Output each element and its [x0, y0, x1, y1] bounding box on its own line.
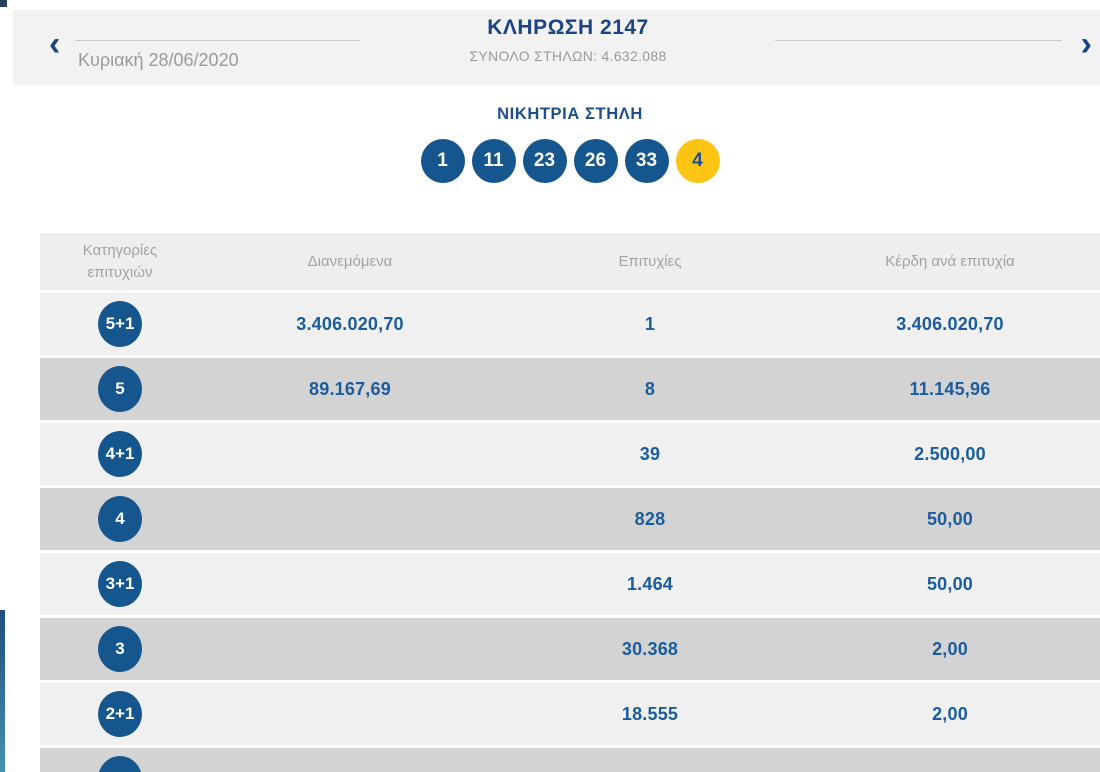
dianemomena-cell: 3.406.020,70 [296, 313, 404, 334]
joker-number-ball: 4 [675, 139, 720, 183]
winning-number-ball: 26 [573, 139, 618, 183]
next-draw-button[interactable]: › [1081, 27, 1092, 61]
winning-number-ball: 33 [624, 139, 669, 183]
kerdi-cell: 50,00 [926, 573, 974, 594]
table-row: 4+1 39 2.500,00 [40, 423, 1100, 485]
chevron-right-icon: › [1080, 25, 1092, 63]
header-divider-right [775, 40, 1062, 41]
previous-draw-button[interactable]: ‹ [49, 27, 60, 61]
category-cell: 3 [40, 626, 200, 672]
category-badge: 5+1 [98, 301, 142, 347]
chevron-left-icon: ‹ [49, 25, 61, 63]
epitychies-cell: 1 [644, 313, 656, 334]
winning-number-ball: 1 [420, 139, 465, 183]
table-header-row: Κατηγορίες επιτυχιών Διανεμόμενα Επιτυχί… [40, 233, 1100, 290]
category-cell [40, 756, 200, 772]
category-label: 4 [115, 509, 125, 528]
header-divider-left [75, 40, 360, 41]
dianemomena-cell: 89.167,69 [309, 378, 391, 399]
category-label: 2+1 [105, 704, 135, 723]
left-edge-scroll-stripe [0, 610, 5, 772]
winning-number-ball: 23 [522, 139, 567, 183]
kerdi-cell: 2.500,00 [914, 443, 986, 464]
epitychies-cell: 18.555 [621, 703, 679, 724]
category-badge: 3+1 [98, 561, 142, 607]
draw-date: Κυριακή 28/06/2020 [78, 50, 239, 70]
category-badge: 3 [98, 626, 142, 672]
category-label: 5+1 [105, 314, 135, 333]
category-cell: 2+1 [40, 691, 200, 737]
table-row: 3+1 1.464 50,00 [40, 553, 1100, 615]
table-row: 4 828 50,00 [40, 488, 1100, 550]
column-header-categories: Κατηγορίες επιτυχιών [82, 241, 158, 281]
category-label: 3+1 [105, 574, 135, 593]
total-columns-label: ΣΥΝΟΛΟ ΣΤΗΛΩΝ: 4.632.088 [469, 48, 667, 64]
kerdi-cell: 2,00 [932, 703, 968, 724]
top-left-corner-decoration [0, 0, 7, 7]
category-label: 3 [115, 639, 125, 658]
results-table: Κατηγορίες επιτυχιών Διανεμόμενα Επιτυχί… [40, 233, 1100, 772]
category-badge [98, 756, 142, 772]
epitychies-cell: 1.464 [626, 573, 674, 594]
kerdi-cell: 11.145,96 [909, 378, 991, 399]
epitychies-cell: 30.368 [621, 638, 679, 659]
table-body: 5+1 3.406.020,70 1 3.406.020,70 5 89.167… [40, 293, 1100, 772]
draw-header: ‹ Κυριακή 28/06/2020 ΚΛΗΡΩΣΗ 2147 ΣΥΝΟΛΟ… [13, 10, 1100, 85]
draw-title-block: ΚΛΗΡΩΣΗ 2147 ΣΥΝΟΛΟ ΣΤΗΛΩΝ: 4.632.088 [380, 16, 756, 64]
category-label: 4+1 [105, 444, 135, 463]
category-cell: 3+1 [40, 561, 200, 607]
table-row: 3 30.368 2,00 [40, 618, 1100, 680]
epitychies-cell: 8 [644, 378, 656, 399]
winning-number-ball: 11 [471, 139, 516, 183]
epitychies-cell: 828 [634, 508, 666, 529]
winning-numbers-row: 1 11 23 26 33 4 [40, 139, 1100, 183]
draw-title: ΚΛΗΡΩΣΗ 2147 [487, 16, 649, 39]
category-label: 5 [115, 379, 125, 398]
category-badge: 2+1 [98, 691, 142, 737]
table-row: 2+1 18.555 2,00 [40, 683, 1100, 745]
kerdi-cell: 50,00 [926, 508, 974, 529]
column-header-dianemomena: Διανεμόμενα [307, 253, 393, 270]
table-row [40, 748, 1100, 772]
category-badge: 4 [98, 496, 142, 542]
column-header-kerdi: Κέρδη ανά επιτυχία [885, 253, 1015, 270]
table-row: 5+1 3.406.020,70 1 3.406.020,70 [40, 293, 1100, 355]
table-row: 5 89.167,69 8 11.145,96 [40, 358, 1100, 420]
category-cell: 5 [40, 366, 200, 412]
category-badge: 4+1 [98, 431, 142, 477]
epitychies-cell: 39 [639, 443, 661, 464]
category-cell: 4+1 [40, 431, 200, 477]
kerdi-cell: 2,00 [932, 638, 968, 659]
winning-column-title: ΝΙΚΗΤΡΙΑ ΣΤΗΛΗ [497, 105, 643, 123]
category-badge: 5 [98, 366, 142, 412]
winning-column-section: ΝΙΚΗΤΡΙΑ ΣΤΗΛΗ 1 11 23 26 33 4 [40, 105, 1100, 183]
category-cell: 5+1 [40, 301, 200, 347]
category-cell: 4 [40, 496, 200, 542]
kerdi-cell: 3.406.020,70 [896, 313, 1004, 334]
column-header-epitychies: Επιτυχίες [618, 253, 682, 270]
